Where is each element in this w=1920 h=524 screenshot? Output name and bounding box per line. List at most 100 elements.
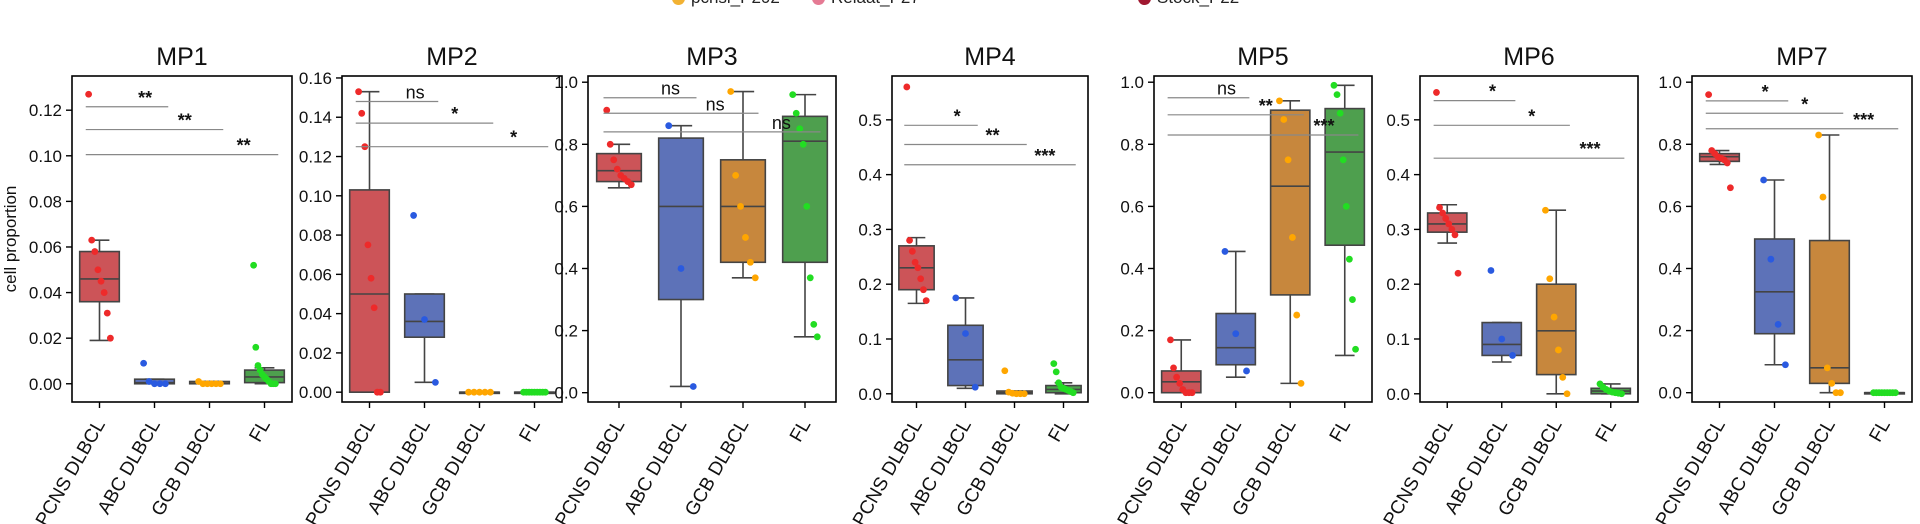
legend-item: Relaat_P27 [812,0,920,8]
data-point [1726,184,1734,192]
box-iqr [348,189,391,393]
y-tick-label: 0.8 [1120,135,1144,154]
data-point [355,88,363,96]
data-point [908,247,916,255]
y-tick-label: 0.0 [554,384,578,403]
y-tick-label: 0.8 [1658,135,1682,154]
y-tick-label: 0.04 [299,305,332,324]
y-tick-label: 0.8 [554,135,578,154]
data-point [792,109,800,117]
legend-marker [1138,0,1151,5]
x-tick-label: FL [246,416,275,446]
data-point [1289,234,1296,241]
data-point [541,388,549,396]
y-tick-label: 0.6 [1120,197,1144,216]
data-point [161,380,169,388]
data-point [1173,373,1181,381]
data-point [1243,367,1250,375]
y-tick-label: 0.6 [554,197,578,216]
significance-label: *** [1853,110,1874,130]
data-point [737,203,744,210]
data-point [1498,335,1506,343]
data-point [1293,311,1301,319]
y-tick-label: 0.3 [858,220,882,239]
box-iqr [719,159,767,264]
data-point [1349,296,1356,303]
data-point [1555,346,1562,354]
box-pcns-dlbcl [1698,91,1741,192]
data-point [1781,361,1789,369]
legend-label: Stock_P22 [1157,0,1239,8]
legend-item: pcnsl_P202 [672,0,780,8]
y-tick-label: 0.06 [299,265,332,284]
box-pcns-dlbcl [1160,336,1202,397]
chart-title: MP6 [1503,43,1554,71]
data-point [1815,131,1823,139]
data-point [1336,109,1344,117]
box-abc-dlbcl [133,359,176,388]
legend-label: Relaat_P27 [831,0,920,8]
data-point [1052,368,1060,376]
y-tick-label: 1.0 [1120,73,1144,92]
data-point [746,258,754,266]
data-point [813,333,821,341]
data-point [216,380,224,388]
x-tick-label: FL [1326,416,1355,446]
data-point [1050,360,1058,368]
data-point [1550,313,1558,321]
y-tick-label: 0.4 [858,166,882,185]
data-point [94,266,102,274]
y-tick-label: 0.6 [1658,197,1682,216]
data-point [1487,267,1495,274]
y-tick-label: 0.08 [29,192,62,211]
significance-label: * [451,104,458,124]
y-tick-label: 0.3 [1386,220,1410,239]
data-point [85,90,93,98]
data-point [1345,255,1353,263]
data-point [476,388,483,396]
data-point [789,91,797,99]
data-point [613,165,621,173]
legend-marker [672,0,685,5]
data-point [1170,364,1177,372]
y-tick-label: 0.4 [554,259,578,278]
data-point [1819,193,1827,201]
data-point [1276,97,1283,105]
y-tick-label: 0.4 [1120,259,1144,278]
data-point [1563,390,1571,398]
chart-panel-mp1: MP1 0.00 0.02 0.04 0.06 0.08 0.10 0.12 cell prop… [1,43,293,524]
data-point [1445,220,1453,228]
data-point [250,261,258,269]
box-gcb-dlbcl [1269,97,1311,387]
chart-title: MP7 [1776,43,1827,71]
data-point [410,212,418,219]
data-point [470,388,478,396]
y-axis-label: cell proportion [1,186,20,293]
y-tick-label: 0.10 [29,147,62,166]
box-iqr [1808,239,1851,385]
box-iqr [78,250,121,303]
data-point [962,330,969,337]
y-tick-label: 0.04 [29,284,62,303]
significance-label: ** [1259,96,1273,116]
data-point [367,274,375,282]
data-point [364,241,372,249]
box-fl [1324,81,1366,357]
data-point [751,274,759,282]
data-point [917,275,925,283]
box-iqr [1269,109,1311,296]
plot-frame [1153,75,1373,403]
y-tick-label: 0.1 [1386,330,1410,349]
significance-label: * [954,106,961,126]
box-iqr [781,115,829,264]
y-tick-label: 0.2 [1120,322,1144,341]
data-point [1221,248,1229,255]
y-tick-label: 0.0 [1386,385,1410,404]
box-abc-dlbcl [657,122,705,390]
significance-label: ** [138,88,152,108]
y-tick-label: 1.0 [554,73,578,92]
y-tick-label: 0.12 [29,101,62,120]
